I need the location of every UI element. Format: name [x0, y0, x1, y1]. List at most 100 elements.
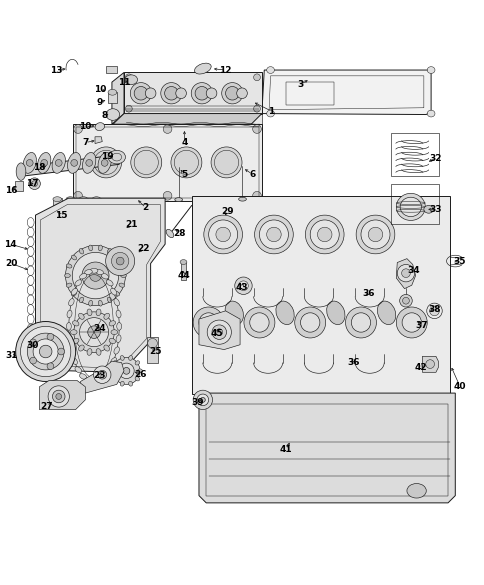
Ellipse shape — [47, 333, 54, 340]
Ellipse shape — [82, 153, 96, 173]
Ellipse shape — [107, 297, 111, 302]
Ellipse shape — [119, 363, 134, 378]
Text: 23: 23 — [93, 371, 106, 380]
Text: 4: 4 — [181, 138, 187, 147]
Polygon shape — [73, 124, 261, 201]
Ellipse shape — [120, 381, 124, 386]
Ellipse shape — [193, 390, 212, 410]
Ellipse shape — [243, 307, 274, 338]
Ellipse shape — [48, 386, 69, 407]
Ellipse shape — [75, 280, 82, 286]
Ellipse shape — [106, 109, 120, 121]
Ellipse shape — [423, 205, 433, 213]
Ellipse shape — [96, 378, 103, 383]
Ellipse shape — [116, 310, 121, 318]
Ellipse shape — [66, 197, 75, 202]
Ellipse shape — [135, 377, 139, 381]
Ellipse shape — [92, 214, 101, 219]
Ellipse shape — [106, 246, 135, 276]
Ellipse shape — [107, 249, 111, 254]
Text: 25: 25 — [149, 347, 161, 356]
Ellipse shape — [68, 298, 74, 306]
Polygon shape — [198, 311, 240, 350]
Polygon shape — [191, 201, 259, 244]
Ellipse shape — [108, 90, 117, 95]
Bar — [286, 82, 333, 105]
Ellipse shape — [89, 300, 92, 306]
Ellipse shape — [114, 347, 119, 354]
Ellipse shape — [215, 329, 222, 336]
Ellipse shape — [90, 269, 98, 273]
Ellipse shape — [123, 367, 130, 374]
Ellipse shape — [31, 181, 37, 187]
Bar — [106, 66, 117, 74]
Ellipse shape — [106, 280, 113, 286]
Ellipse shape — [52, 390, 65, 402]
Ellipse shape — [206, 88, 216, 98]
Ellipse shape — [166, 229, 173, 238]
Ellipse shape — [96, 270, 103, 274]
Ellipse shape — [164, 87, 178, 100]
Ellipse shape — [120, 356, 124, 360]
Ellipse shape — [114, 298, 119, 306]
Text: 36: 36 — [361, 289, 374, 298]
Ellipse shape — [160, 82, 182, 104]
Text: 31: 31 — [5, 351, 17, 360]
Ellipse shape — [66, 322, 71, 330]
Ellipse shape — [93, 366, 111, 383]
Text: 30: 30 — [26, 341, 38, 350]
Ellipse shape — [117, 322, 121, 330]
Polygon shape — [191, 196, 450, 394]
Text: 7: 7 — [82, 138, 89, 147]
Ellipse shape — [67, 335, 72, 343]
Polygon shape — [39, 380, 85, 409]
Ellipse shape — [148, 339, 157, 348]
Ellipse shape — [87, 309, 92, 316]
Ellipse shape — [395, 307, 426, 338]
Ellipse shape — [53, 214, 61, 219]
Ellipse shape — [75, 367, 82, 373]
Text: 36: 36 — [347, 358, 359, 367]
Ellipse shape — [89, 245, 92, 251]
Ellipse shape — [108, 150, 125, 164]
Ellipse shape — [236, 88, 247, 98]
Bar — [66, 198, 75, 218]
Ellipse shape — [350, 313, 370, 332]
Polygon shape — [261, 70, 430, 115]
Text: 29: 29 — [221, 207, 234, 216]
Ellipse shape — [86, 160, 92, 166]
Bar — [108, 92, 117, 103]
Ellipse shape — [225, 87, 239, 100]
Text: 45: 45 — [211, 329, 223, 338]
Ellipse shape — [116, 257, 124, 265]
Ellipse shape — [253, 74, 260, 81]
Ellipse shape — [110, 357, 117, 364]
Ellipse shape — [66, 264, 72, 268]
Ellipse shape — [109, 321, 115, 326]
Ellipse shape — [128, 356, 132, 360]
Bar — [194, 346, 401, 375]
Ellipse shape — [249, 313, 269, 332]
Ellipse shape — [426, 67, 434, 74]
Ellipse shape — [317, 227, 331, 242]
Bar — [391, 133, 438, 177]
Ellipse shape — [111, 330, 118, 335]
Ellipse shape — [23, 153, 36, 173]
Ellipse shape — [79, 249, 84, 254]
Ellipse shape — [15, 322, 76, 381]
Ellipse shape — [110, 369, 115, 373]
Polygon shape — [112, 73, 124, 124]
Text: 42: 42 — [413, 363, 426, 372]
Ellipse shape — [74, 312, 114, 353]
Text: 5: 5 — [181, 170, 187, 178]
Text: 13: 13 — [50, 66, 62, 74]
Ellipse shape — [355, 215, 394, 254]
Ellipse shape — [402, 297, 408, 304]
Ellipse shape — [326, 301, 344, 325]
Text: 28: 28 — [173, 229, 185, 238]
Polygon shape — [124, 73, 261, 113]
Text: 26: 26 — [135, 370, 147, 379]
Ellipse shape — [111, 252, 129, 270]
Ellipse shape — [71, 160, 77, 166]
Ellipse shape — [95, 123, 105, 130]
